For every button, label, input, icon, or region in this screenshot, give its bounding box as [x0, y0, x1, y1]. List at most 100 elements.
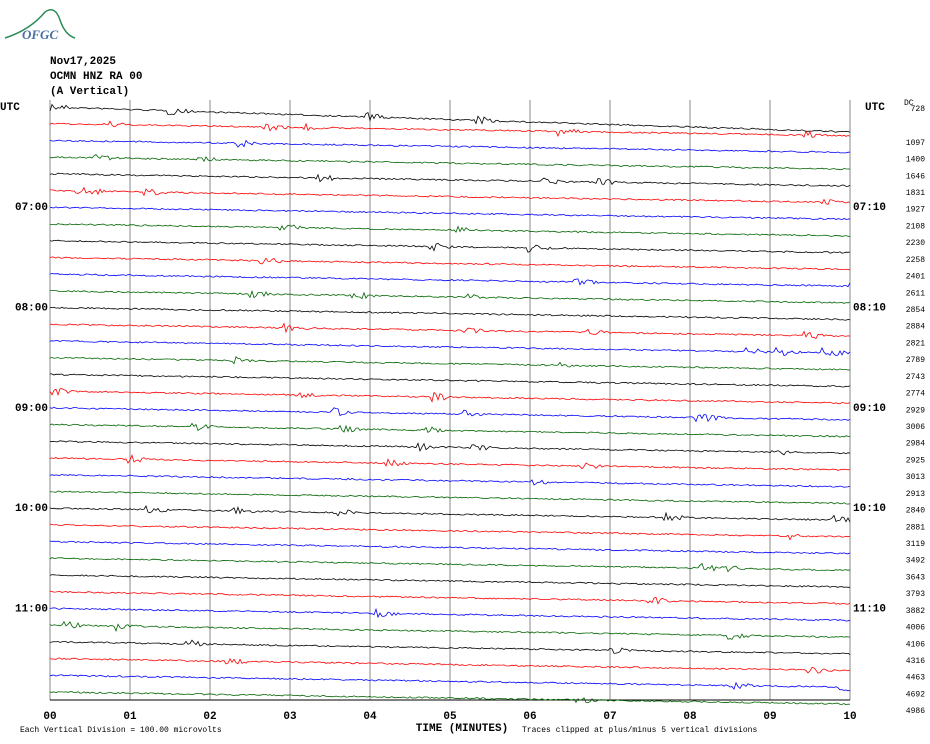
left-hour-label: 09:00 [15, 403, 48, 415]
dc-value: 3119 [906, 540, 925, 549]
logo-curve [4, 9, 76, 39]
dc-title: DC [904, 99, 914, 108]
x-tick-label: 04 [363, 711, 377, 723]
dc-value: 1097 [906, 139, 925, 148]
dc-value: 4316 [906, 657, 925, 666]
trace [49, 440, 851, 456]
trace [49, 590, 851, 605]
dc-value: 2743 [906, 373, 925, 382]
trace [49, 103, 851, 133]
right-hour-label: 11:10 [853, 603, 886, 615]
dc-value: 4006 [906, 624, 925, 633]
trace [50, 186, 851, 206]
dc-value: 1646 [906, 172, 925, 181]
trace [49, 607, 851, 622]
dc-value: 2230 [906, 239, 925, 248]
trace [49, 454, 851, 471]
left-axis-title: UTC [0, 102, 20, 114]
trace [49, 620, 851, 640]
trace [49, 422, 851, 438]
trace [49, 239, 851, 254]
trace [49, 691, 851, 706]
dc-value: 4692 [906, 690, 925, 699]
trace [49, 322, 851, 340]
dc-value: 728 [911, 105, 926, 114]
trace [49, 540, 851, 555]
dc-value: 2913 [906, 490, 925, 499]
trace [49, 206, 851, 221]
dc-value: 2884 [906, 323, 925, 332]
x-tick-label: 10 [843, 711, 856, 723]
dc-value: 3006 [906, 423, 925, 432]
trace [49, 490, 851, 505]
dc-value: 2774 [906, 390, 925, 399]
trace [49, 289, 851, 304]
trace [49, 373, 851, 388]
trace [49, 406, 851, 423]
right-axis-title: UTC [865, 102, 885, 114]
dc-value: 1927 [906, 206, 925, 215]
dc-value: 2984 [906, 440, 925, 449]
trace [49, 154, 850, 171]
dc-value: 3882 [906, 607, 925, 616]
dc-value: 4106 [906, 640, 925, 649]
dc-value: 2854 [906, 306, 925, 315]
trace [49, 505, 851, 523]
x-tick-label: 09 [763, 711, 776, 723]
dc-value: 3643 [906, 573, 925, 582]
component: (A Vertical) [50, 86, 129, 98]
x-tick-label: 08 [683, 711, 697, 723]
dc-value: 4463 [906, 674, 925, 683]
logo: OFGC [22, 27, 58, 42]
trace [49, 273, 851, 288]
left-hour-label: 07:00 [15, 202, 48, 214]
trace [49, 523, 851, 541]
trace [49, 388, 851, 405]
x-tick-label: 01 [123, 711, 137, 723]
trace [49, 355, 851, 371]
dc-value: 2258 [906, 256, 925, 265]
dc-value: 2925 [906, 456, 925, 465]
trace [50, 223, 851, 237]
dc-value: 1400 [906, 156, 925, 165]
dc-value: 4986 [906, 707, 925, 716]
x-tick-label: 02 [203, 711, 216, 723]
left-hour-label: 10:00 [15, 503, 48, 515]
trace [49, 557, 851, 573]
station: OCMN HNZ RA 00 [50, 71, 142, 83]
x-tick-label: 03 [283, 711, 297, 723]
x-tick-label: 05 [443, 711, 457, 723]
dc-value: 2401 [906, 273, 925, 282]
clip-note: Traces clipped at plus/minus 5 vertical … [522, 726, 757, 735]
x-tick-label: 00 [43, 711, 56, 723]
scale-note: Each Vertical Division = 100.00 microvol… [20, 726, 222, 735]
trace [49, 172, 851, 187]
trace [49, 657, 851, 674]
trace [49, 139, 850, 154]
dc-value: 2881 [906, 523, 925, 532]
trace [49, 120, 851, 138]
x-tick-label: 06 [523, 711, 536, 723]
trace [49, 674, 851, 692]
left-hour-label: 08:00 [15, 302, 48, 314]
dc-value: 3793 [906, 590, 925, 599]
trace [49, 340, 851, 357]
right-hour-label: 08:10 [853, 302, 886, 314]
trace [49, 306, 851, 321]
dc-value: 2789 [906, 356, 925, 365]
right-hour-label: 09:10 [853, 403, 886, 415]
trace [49, 256, 851, 271]
dc-value: 2821 [906, 339, 925, 348]
date: Nov17,2025 [50, 56, 116, 68]
dc-value: 3492 [906, 557, 925, 566]
x-tick-label: 07 [603, 711, 616, 723]
dc-value: 2108 [906, 222, 925, 231]
dc-value: 2840 [906, 507, 925, 516]
trace [49, 639, 851, 655]
right-hour-label: 10:10 [853, 503, 886, 515]
dc-value: 3013 [906, 473, 925, 482]
x-axis-title: TIME (MINUTES) [416, 723, 508, 735]
left-hour-label: 11:00 [15, 603, 48, 615]
trace [49, 473, 851, 488]
